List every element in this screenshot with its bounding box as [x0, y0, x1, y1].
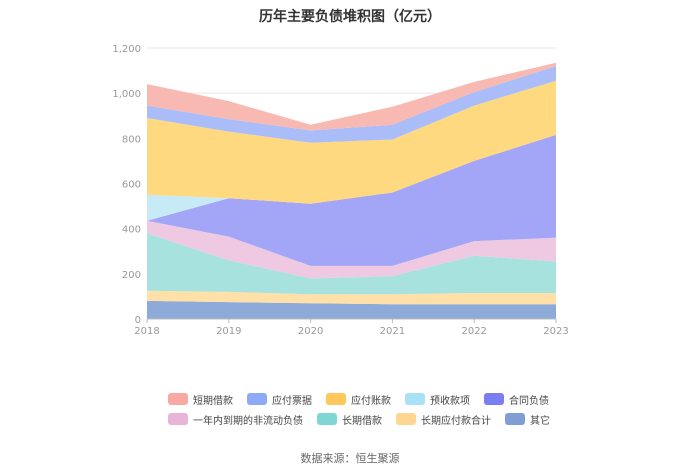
area-series-长期借款[interactable] [147, 233, 556, 295]
area-series-短期借款[interactable] [147, 62, 556, 131]
legend-label: 应付账款 [351, 395, 391, 407]
legend-swatch [317, 413, 337, 425]
y-tick-label: 200 [122, 270, 141, 281]
y-tick-label: 1,200 [112, 44, 141, 55]
legend-label: 合同负债 [509, 395, 549, 407]
legend-label: 其它 [530, 415, 550, 427]
y-tick-label: 800 [122, 134, 141, 145]
x-tick-label: 2018 [134, 326, 159, 337]
area-series-其它[interactable] [147, 300, 556, 319]
area-series-合同负债[interactable] [147, 134, 556, 266]
area-series-应付账款[interactable] [147, 80, 556, 204]
x-tick-label: 2021 [380, 326, 405, 337]
legend-label: 预收款项 [430, 395, 470, 407]
area-series-一年内到期的非流动负债[interactable] [147, 220, 556, 279]
chart-title: 历年主要负债堆积图（亿元） [259, 9, 441, 25]
legend-swatch [484, 393, 504, 405]
legend-swatch [326, 393, 346, 405]
legend-item[interactable]: 短期借款 [168, 392, 233, 407]
legend-swatch [505, 413, 525, 425]
legend-label: 长期借款 [342, 415, 382, 427]
legend-row: 一年内到期的非流动负债 长期借款 长期应付款合计 其它 [168, 409, 588, 429]
legend-label: 长期应付款合计 [421, 415, 491, 427]
y-tick-label: 1,000 [112, 89, 141, 100]
x-tick-label: 2023 [543, 326, 568, 337]
legend-item[interactable]: 预收款项 [405, 392, 470, 407]
legend-item[interactable]: 应付账款 [326, 392, 391, 407]
legend-swatch [247, 393, 267, 405]
legend-item[interactable]: 一年内到期的非流动负债 [168, 412, 303, 427]
legend-label: 应付票据 [272, 395, 312, 407]
legend-item[interactable]: 长期应付款合计 [396, 412, 491, 427]
y-tick-label: 600 [122, 180, 141, 191]
legend-item[interactable]: 长期借款 [317, 412, 382, 427]
x-tick-label: 2022 [461, 326, 486, 337]
x-tick-label: 2020 [298, 326, 323, 337]
legend-item[interactable]: 合同负债 [484, 392, 549, 407]
area-series-长期应付款合计[interactable] [147, 290, 556, 305]
legend-item[interactable]: 其它 [505, 412, 550, 427]
legend-swatch [168, 393, 188, 405]
legend-label: 一年内到期的非流动负债 [193, 415, 303, 427]
x-tick-label: 2019 [216, 326, 241, 337]
legend-swatch [168, 413, 188, 425]
legend-swatch [396, 413, 416, 425]
legend-row: 短期借款 应付票据 应付账款 预收款项 合同负债 [168, 389, 588, 409]
legend-swatch [405, 393, 425, 405]
y-tick-label: 0 [135, 315, 141, 326]
source-note: 数据来源：恒生聚源 [300, 452, 400, 465]
legend-item[interactable]: 应付票据 [247, 392, 312, 407]
y-tick-label: 400 [122, 225, 141, 236]
legend-label: 短期借款 [193, 395, 233, 407]
area-series-应付票据[interactable] [147, 66, 556, 143]
legend: 短期借款 应付票据 应付账款 预收款项 合同负债 一年内到期的非流动负债 长期借款 长期应付… [168, 389, 588, 429]
